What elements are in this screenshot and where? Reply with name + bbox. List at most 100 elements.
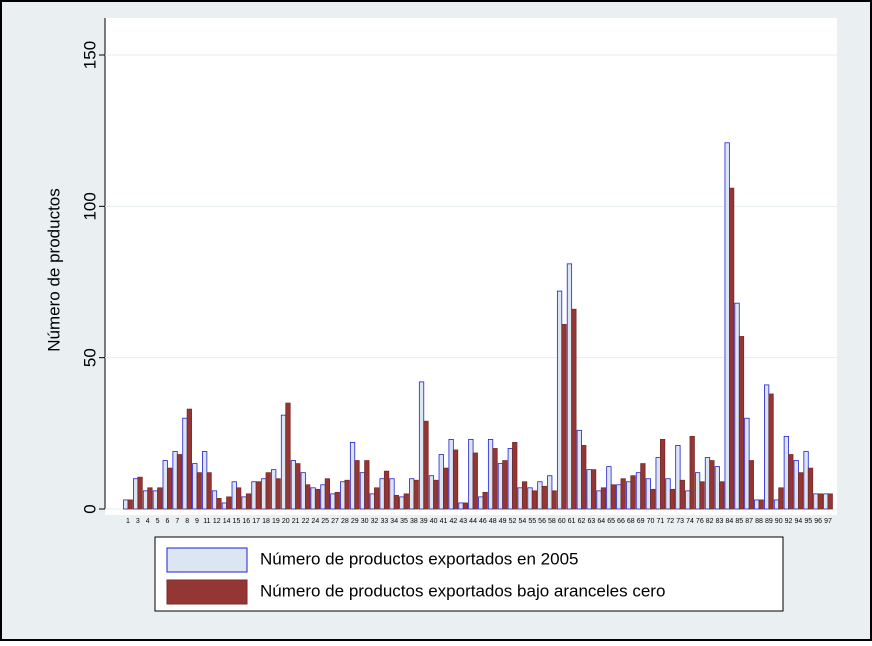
bar — [778, 487, 784, 510]
bar — [665, 478, 671, 510]
x-tick-label: 35 — [400, 518, 408, 525]
bar — [827, 493, 833, 510]
bar — [324, 478, 331, 510]
bar — [314, 488, 321, 510]
bar — [724, 142, 730, 510]
bar — [719, 481, 725, 510]
bar — [699, 481, 705, 510]
x-tick-label: 73 — [676, 518, 684, 525]
bar — [413, 479, 419, 510]
bar — [147, 487, 153, 510]
x-tick-label: 69 — [637, 518, 645, 525]
x-tick-label: 22 — [302, 518, 310, 525]
x-tick-label: 66 — [617, 518, 625, 525]
bar — [349, 442, 356, 510]
bar — [610, 484, 616, 510]
x-tick-label: 16 — [242, 518, 250, 525]
bar — [359, 472, 366, 510]
x-tick-label: 19 — [272, 518, 280, 525]
bar — [709, 460, 715, 510]
bar — [635, 472, 642, 510]
bar — [714, 466, 720, 510]
legend — [154, 536, 784, 612]
x-tick-label: 38 — [410, 518, 418, 525]
x-tick-label: 24 — [311, 518, 319, 525]
bar — [768, 393, 774, 510]
x-tick-label: 95 — [804, 518, 812, 525]
bar — [271, 469, 277, 510]
x-tick-label: 28 — [341, 518, 349, 525]
x-tick-label: 97 — [824, 518, 832, 525]
x-tick-label: 17 — [252, 518, 260, 525]
x-tick-label: 18 — [262, 518, 270, 525]
bar — [196, 472, 202, 510]
x-tick-label: 68 — [627, 518, 635, 525]
bar — [133, 478, 139, 510]
x-tick-label: 92 — [785, 518, 793, 525]
x-tick-label: 82 — [706, 518, 714, 525]
bar — [379, 478, 385, 510]
x-tick-label: 54 — [518, 518, 526, 525]
bar — [330, 493, 336, 510]
bar — [487, 438, 494, 510]
bar — [300, 472, 306, 510]
x-tick-label: 5 — [156, 518, 160, 525]
bar — [507, 448, 513, 510]
bar — [590, 469, 597, 510]
bar — [551, 490, 557, 510]
x-tick-label: 21 — [292, 518, 300, 525]
bar — [245, 493, 252, 510]
x-tick-label: 12 — [213, 518, 221, 525]
bar — [236, 487, 242, 510]
bar — [482, 491, 488, 510]
bar — [157, 487, 163, 510]
plot-area — [105, 18, 837, 515]
bar — [423, 420, 429, 510]
bar — [472, 452, 478, 510]
bar — [744, 417, 750, 510]
x-tick-label: 4 — [146, 518, 150, 525]
bar — [428, 475, 435, 510]
y-axis-title: Número de productos — [44, 188, 63, 351]
x-tick-label: 29 — [351, 518, 359, 525]
bar — [541, 485, 547, 510]
bar — [255, 481, 262, 510]
legend-swatch — [166, 547, 248, 573]
y-tick-label: 0 — [80, 504, 99, 513]
bar — [655, 457, 661, 510]
bar — [265, 472, 271, 510]
bar — [620, 478, 626, 510]
x-tick-label: 43 — [459, 518, 467, 525]
bar — [364, 460, 370, 510]
bar — [310, 487, 316, 510]
bar — [788, 454, 794, 510]
bar — [226, 496, 232, 510]
x-tick-label: 14 — [223, 518, 231, 525]
x-tick-label: 63 — [587, 518, 595, 525]
bar — [576, 429, 582, 510]
x-tick-label: 56 — [538, 518, 546, 525]
bar — [783, 435, 789, 510]
bar — [793, 460, 799, 510]
bar — [418, 381, 425, 510]
bar — [650, 488, 656, 510]
x-tick-label: 61 — [568, 518, 576, 525]
bar — [497, 463, 504, 510]
bar — [211, 490, 218, 510]
legend-label: Número de productos exportados bajo aran… — [260, 581, 665, 600]
bar — [754, 499, 760, 510]
bar — [340, 481, 346, 510]
legend-swatch — [166, 579, 248, 605]
bar — [374, 487, 380, 510]
x-tick-label: 96 — [814, 518, 822, 525]
x-tick-label: 70 — [647, 518, 655, 525]
x-tick-label: 27 — [331, 518, 339, 525]
bar — [403, 493, 409, 510]
bar — [616, 484, 622, 510]
x-tick-label: 46 — [479, 518, 487, 525]
x-tick-label: 8 — [185, 518, 189, 525]
bar — [354, 460, 360, 510]
bar — [137, 476, 143, 510]
x-tick-label: 39 — [420, 518, 428, 525]
